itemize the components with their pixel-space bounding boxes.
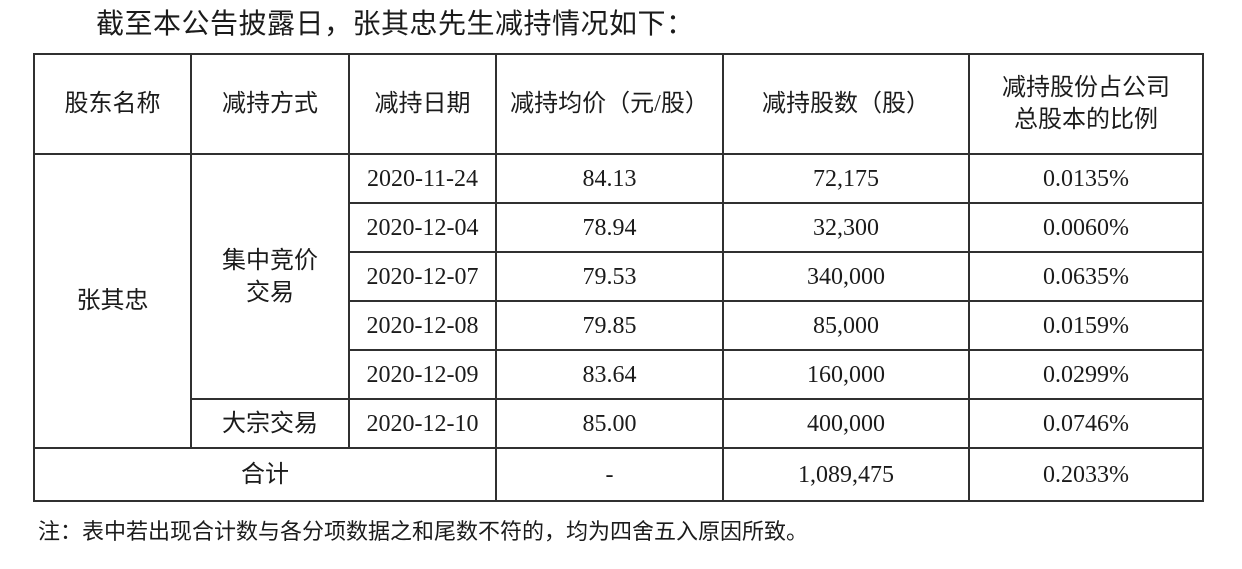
cell-avg-price: 79.85	[495, 300, 724, 352]
table-row: 2020-12-08 79.85 85,000 0.0159%	[34, 300, 1204, 352]
cell-shares: 32,300	[722, 202, 970, 254]
cell-date: 2020-12-08	[348, 300, 497, 352]
col-header-shareholder: 股东名称	[33, 53, 192, 156]
cell-total-ratio: 0.2033%	[968, 447, 1204, 503]
cell-ratio: 0.0159%	[968, 300, 1204, 352]
cell-ratio: 0.0635%	[968, 251, 1204, 303]
col-header-date: 减持日期	[348, 53, 497, 156]
cell-total-label: 合计	[33, 447, 497, 503]
cell-avg-price: 79.53	[495, 251, 724, 303]
cell-total-price: -	[495, 447, 724, 503]
col-header-avg-price: 减持均价（元/股）	[495, 53, 724, 156]
cell-avg-price: 83.64	[495, 349, 724, 401]
total-row: 合计 - 1,089,475 0.2033%	[33, 447, 1204, 503]
cell-avg-price: 78.94	[495, 202, 724, 254]
cell-shares: 400,000	[722, 398, 970, 450]
cell-ratio: 0.0135%	[968, 153, 1204, 205]
cell-date: 2020-11-24	[348, 153, 497, 205]
col-header-shares: 减持股数（股）	[722, 53, 970, 156]
cell-date: 2020-12-04	[348, 202, 497, 254]
table-row: 2020-12-04 78.94 32,300 0.0060%	[34, 202, 1204, 254]
cell-shares: 340,000	[722, 251, 970, 303]
cell-ratio: 0.0299%	[968, 349, 1204, 401]
cell-total-shares: 1,089,475	[722, 447, 970, 503]
cell-avg-price: 85.00	[495, 398, 724, 450]
col-header-method: 减持方式	[190, 53, 350, 156]
cell-method-centralized: 集中竞价 交易	[190, 153, 350, 401]
col-header-ratio: 减持股份占公司 总股本的比例	[968, 53, 1204, 156]
cell-avg-price: 84.13	[495, 153, 724, 205]
header-row: 股东名称 减持方式 减持日期 减持均价（元/股） 减持股数（股） 减持股份占公司…	[33, 53, 1204, 156]
page-title: 截至本公告披露日，张其忠先生减持情况如下：	[96, 9, 695, 40]
cell-date: 2020-12-07	[348, 251, 497, 303]
cell-method-block: 大宗交易	[190, 398, 350, 450]
cell-ratio: 0.0746%	[968, 398, 1204, 450]
cell-shares: 72,175	[722, 153, 970, 205]
cell-shares: 85,000	[722, 300, 970, 352]
footnote: 注：表中若出现合计数与各分项数据之和尾数不符的，均为四舍五入原因所致。	[38, 519, 809, 545]
table-row: 大宗交易 2020-12-10 85.00 400,000 0.0746%	[34, 398, 1204, 450]
cell-shares: 160,000	[722, 349, 970, 401]
cell-ratio: 0.0060%	[968, 202, 1204, 254]
table-row: 2020-12-07 79.53 340,000 0.0635%	[34, 251, 1204, 303]
reduction-table: 股东名称 减持方式 减持日期 减持均价（元/股） 减持股数（股） 减持股份占公司…	[33, 53, 1204, 503]
cell-shareholder-name: 张其忠	[33, 153, 192, 450]
cell-date: 2020-12-09	[348, 349, 497, 401]
cell-date: 2020-12-10	[348, 398, 497, 450]
table-row: 张其忠 集中竞价 交易 2020-11-24 84.13 72,175 0.01…	[33, 153, 1204, 450]
table-row: 2020-12-09 83.64 160,000 0.0299%	[34, 349, 1204, 401]
